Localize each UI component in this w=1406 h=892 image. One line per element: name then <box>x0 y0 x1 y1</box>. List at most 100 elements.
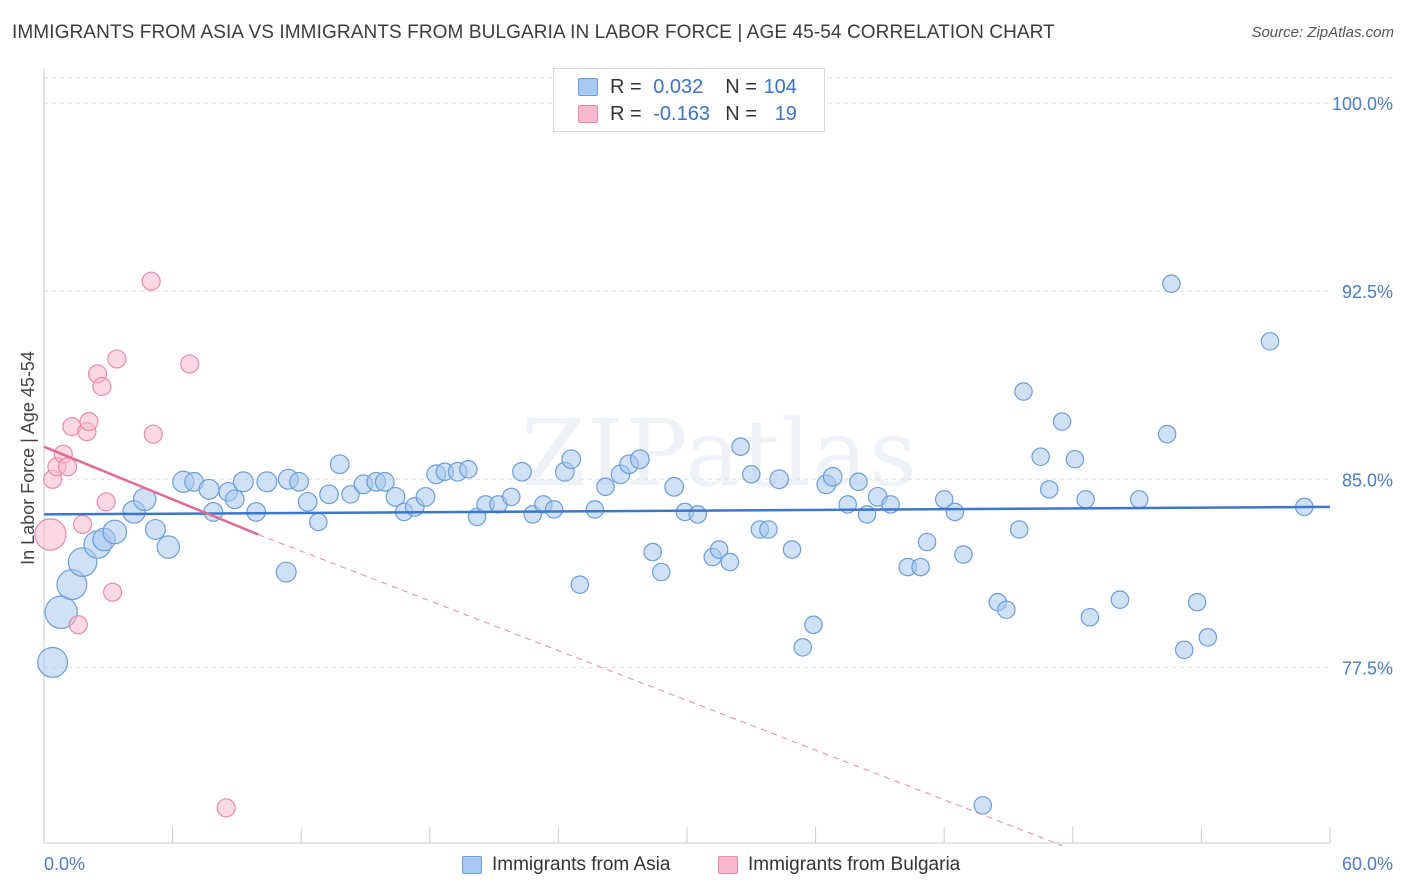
asia-swatch <box>578 78 598 96</box>
bulgaria-point <box>102 582 123 602</box>
asia-point <box>561 449 582 470</box>
asia-point <box>37 646 69 678</box>
bottom-asia-label: Immigrants from Asia <box>492 854 671 875</box>
asia-point <box>102 519 128 545</box>
correlation-legend: R = 0.032 N = 104 R = -0.163 N = 19 <box>553 68 825 132</box>
asia-n-label: N = <box>725 75 757 98</box>
bulgaria-n-value: 19 <box>774 102 797 125</box>
asia-point <box>289 471 309 492</box>
asia-point <box>570 575 590 594</box>
series-bulgaria-points <box>34 271 236 818</box>
bulgaria-point <box>141 271 161 291</box>
asia-point <box>329 454 350 475</box>
asia-point <box>731 437 750 456</box>
asia-point <box>309 512 328 532</box>
bulgaria-point <box>57 457 78 477</box>
asia-point <box>849 472 868 492</box>
bulgaria-r-value: -0.163 <box>653 102 710 125</box>
bulgaria-point <box>72 514 93 535</box>
asia-point <box>911 557 930 577</box>
bulgaria-point <box>180 354 200 374</box>
asia-point <box>688 505 707 524</box>
asia-point <box>596 477 615 497</box>
asia-trend-line <box>43 505 1331 516</box>
bulgaria-r-label: R = <box>610 102 642 125</box>
x-tick-label-left: 0.0% <box>44 854 85 874</box>
asia-point <box>720 552 740 572</box>
y-tick-label: 100.0% <box>1332 94 1393 114</box>
asia-point <box>1014 382 1033 401</box>
legend-row-bulgaria: R = -0.163 N = 19 <box>554 101 797 127</box>
asia-point <box>341 485 360 504</box>
asia-point <box>652 562 671 582</box>
bulgaria-swatch <box>578 105 598 123</box>
asia-point <box>709 540 729 559</box>
asia-point <box>1039 480 1059 499</box>
asia-point <box>643 542 662 562</box>
asia-n-value: 104 <box>763 75 797 98</box>
asia-point <box>822 466 843 487</box>
bottom-legend-bulgaria: Immigrants from Bulgaria <box>718 852 960 878</box>
bulgaria-point <box>96 492 116 512</box>
bulgaria-point <box>143 424 163 444</box>
asia-point <box>793 638 813 657</box>
asia-point <box>501 487 521 507</box>
watermark: ZIPatlas <box>521 400 918 507</box>
asia-point <box>1162 274 1181 293</box>
asia-point <box>44 595 78 629</box>
asia-point <box>997 600 1016 620</box>
asia-point <box>769 469 790 490</box>
y-tick-label: 77.5% <box>1342 658 1393 678</box>
bulgaria-point <box>92 376 112 397</box>
asia-point <box>256 471 278 493</box>
asia-point <box>1031 447 1050 467</box>
bottom-bulgaria-label: Immigrants from Bulgaria <box>748 854 961 875</box>
asia-point <box>954 545 973 564</box>
chart-title: IMMIGRANTS FROM ASIA VS IMMIGRANTS FROM … <box>12 22 1055 43</box>
asia-point <box>374 471 395 492</box>
bottom-asia-swatch <box>462 856 482 874</box>
asia-r-label: R = <box>610 75 642 98</box>
asia-point <box>629 449 650 470</box>
asia-point <box>385 486 406 507</box>
asia-point <box>1187 592 1207 612</box>
bulgaria-point <box>107 349 127 369</box>
asia-point <box>1198 628 1218 647</box>
series-asia-points <box>37 274 1314 815</box>
asia-point <box>664 476 685 497</box>
asia-point <box>544 500 564 519</box>
asia-point <box>144 518 166 540</box>
asia-point <box>759 520 778 539</box>
asia-point <box>973 796 993 815</box>
bulgaria-point <box>34 518 67 551</box>
asia-point <box>512 461 532 482</box>
x-tick-label-right: 60.0% <box>1342 854 1393 874</box>
bulgaria-trend-extension <box>258 534 1063 846</box>
asia-point <box>585 500 605 519</box>
bulgaria-point <box>68 615 88 635</box>
asia-point <box>156 535 181 559</box>
axes <box>43 68 1331 844</box>
asia-point <box>1260 332 1280 351</box>
asia-point <box>917 532 937 552</box>
asia-point <box>782 540 802 559</box>
asia-point <box>1080 607 1100 627</box>
asia-point <box>224 489 245 510</box>
grid-lines <box>44 77 1393 668</box>
bulgaria-n-label: N = <box>725 102 757 125</box>
asia-point <box>1009 520 1029 539</box>
asia-point <box>1157 424 1177 444</box>
asia-point <box>297 491 318 512</box>
asia-point <box>804 615 823 635</box>
bulgaria-trend-line <box>43 445 259 536</box>
asia-point <box>1052 412 1072 431</box>
asia-point <box>198 478 220 500</box>
y-tick-label: 85.0% <box>1342 470 1393 490</box>
asia-point <box>459 459 478 479</box>
bottom-legend-asia: Immigrants from Asia <box>462 852 670 878</box>
asia-r-value: 0.032 <box>653 75 704 98</box>
asia-point <box>1174 640 1194 660</box>
bottom-bulgaria-swatch <box>718 856 738 874</box>
bulgaria-point <box>79 412 99 432</box>
